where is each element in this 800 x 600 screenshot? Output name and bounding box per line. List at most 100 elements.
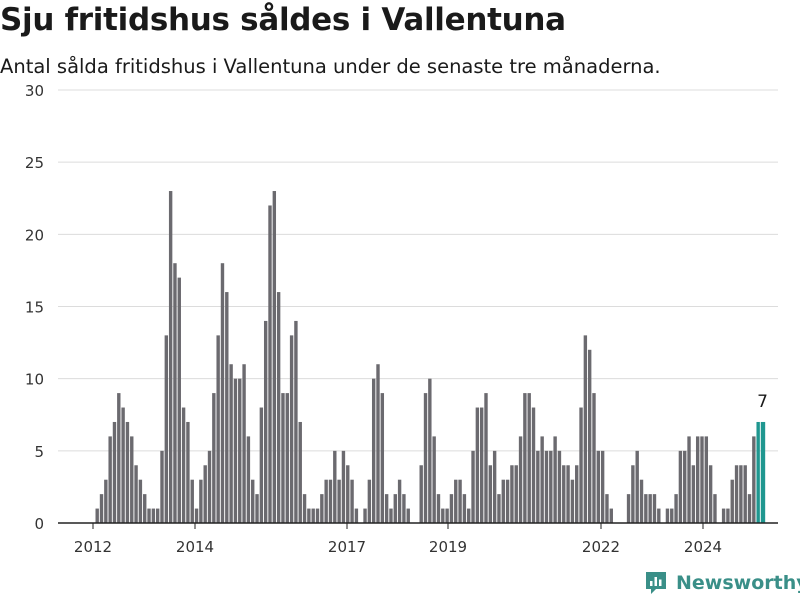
bar [527,393,531,523]
bar [186,421,190,523]
brand-name: Newsworthy [676,572,800,594]
data-label: 7 [757,392,768,412]
bar [670,508,674,523]
bar [665,508,670,523]
bar [587,349,592,523]
bar [225,292,229,523]
bar [255,494,259,523]
bar [181,407,186,523]
newsworthy-logo-icon [646,572,666,594]
bar [557,450,562,523]
bar [626,494,631,523]
bar [730,479,734,523]
bar [657,508,661,523]
bar [454,479,458,523]
bar [289,335,294,523]
newsworthy-brand: Newsworthy [644,568,800,598]
bar [376,364,380,523]
bar [147,508,151,523]
bar [609,508,613,523]
bar [734,465,739,523]
bar [168,191,173,523]
bar [315,508,320,523]
bar [514,465,518,523]
bar [674,494,678,523]
bar [501,479,505,523]
bar [549,450,553,523]
bar [479,407,484,523]
bar [233,378,238,523]
bar [302,494,307,523]
bar [307,508,311,523]
bar [492,450,497,523]
bar [311,508,315,523]
bar [138,479,143,523]
bar [635,450,639,523]
bar [583,335,588,523]
x-tick-label: 2022 [582,538,620,556]
bar [756,421,760,523]
bar [276,292,281,523]
bar [441,508,445,523]
bar [579,407,583,523]
bar [708,465,713,523]
bar [354,508,359,523]
bar [497,494,501,523]
bar [428,378,432,523]
chart-title: Sju fritidshus såldes i Vallentuna [0,2,566,38]
bar [445,508,449,523]
bar [134,465,138,523]
bar [596,450,601,523]
bar [346,465,350,523]
bar [566,465,570,523]
bar [108,436,112,523]
bar [631,465,635,523]
bar [704,436,709,523]
x-tick-label: 2024 [684,538,722,556]
bar [384,494,389,523]
bar [721,508,726,523]
y-tick-label: 30 [25,82,44,100]
bar [337,479,341,523]
bar [117,393,121,523]
bar [104,479,108,523]
bar [220,263,225,523]
bar [151,508,156,523]
bar [700,436,704,523]
bar [687,436,691,523]
bar [484,393,488,523]
bar [739,465,743,523]
bar [268,205,272,523]
y-tick-label: 15 [25,299,44,317]
bar [592,393,596,523]
y-tick-label: 0 [34,515,44,533]
x-tick-label: 2012 [74,538,112,556]
bar [112,421,117,523]
bar [125,421,130,523]
bar [462,494,467,523]
bar [251,479,255,523]
bar [488,465,493,523]
bar [272,191,277,523]
bar [518,436,523,523]
bar [419,465,423,523]
bar [423,393,428,523]
bar [562,465,566,523]
bar [639,479,644,523]
bar [285,393,289,523]
bar [207,450,212,523]
bar [121,407,125,523]
y-tick-label: 5 [34,443,44,461]
bar [432,436,436,523]
bar [333,450,337,523]
bar [397,479,402,523]
bar [406,508,410,523]
bar [505,479,510,523]
bar [367,479,372,523]
bar [648,494,652,523]
bar [713,494,717,523]
bar [238,378,242,523]
bar [341,450,346,523]
bar [536,450,540,523]
